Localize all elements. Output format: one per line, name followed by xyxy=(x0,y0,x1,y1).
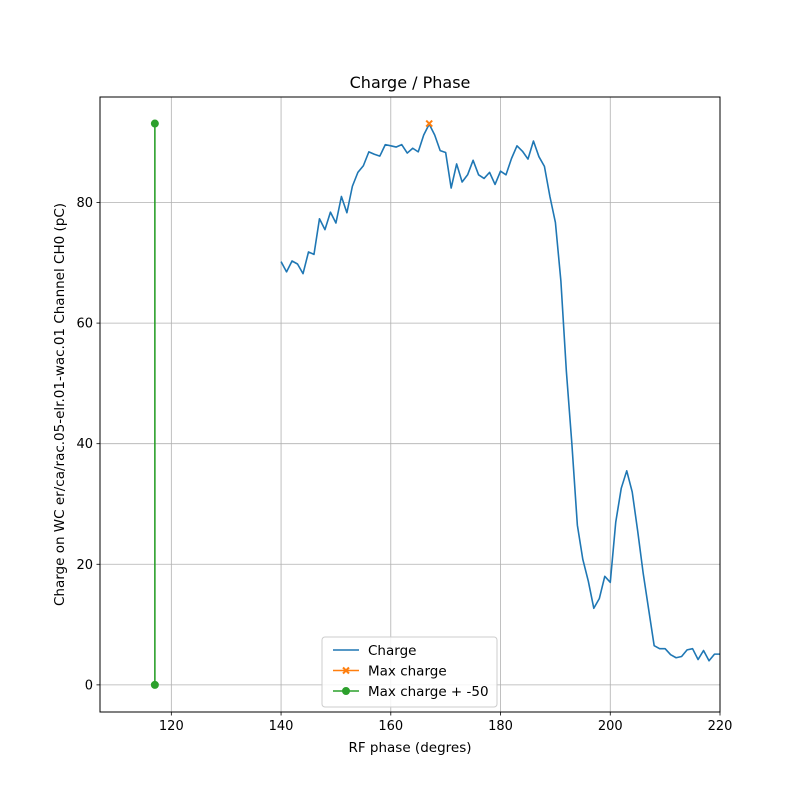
axes-frame xyxy=(99,96,721,713)
legend-box xyxy=(321,636,498,708)
y-tick-label: 60 xyxy=(76,317,93,332)
data-point xyxy=(150,119,159,128)
legend-label: Charge xyxy=(368,643,416,659)
series-1 xyxy=(280,123,720,662)
y-tick-label: 40 xyxy=(76,437,93,452)
x-tick-label: 160 xyxy=(378,719,403,734)
legend-label: Max charge + -50 xyxy=(368,684,489,700)
series-line xyxy=(280,123,720,662)
legend-item: Charge xyxy=(333,643,416,659)
legend-label: Max charge xyxy=(368,664,447,680)
data-point xyxy=(425,119,433,128)
data-point-stroke xyxy=(425,119,433,128)
legend-marker xyxy=(342,666,350,675)
chart-title: Charge / Phase xyxy=(350,73,471,92)
plot-area xyxy=(150,119,720,689)
x-axis-title: RF phase (degres) xyxy=(348,740,471,756)
legend-marker-stroke xyxy=(342,666,350,675)
y-tick-label: 0 xyxy=(85,678,93,693)
x-tick-label: 200 xyxy=(598,719,623,734)
x-tick-label: 120 xyxy=(159,719,184,734)
legend-marker xyxy=(342,687,350,695)
axis-ticks: 120 140 160 180 200 220 0 20 40 60 80 xyxy=(76,196,732,734)
y-axis-title: Charge on WC er/ca/rac.05-elr.01-wac.01 … xyxy=(52,203,68,606)
y-tick-label: 80 xyxy=(76,196,93,211)
legend-item: Max charge + -50 xyxy=(333,684,489,700)
x-tick-label: 220 xyxy=(708,719,733,734)
legend: Charge Max charge Max charge + -50 xyxy=(321,636,498,708)
x-tick-label: 180 xyxy=(488,719,513,734)
y-tick-label: 20 xyxy=(76,558,93,573)
grid xyxy=(100,97,721,712)
series-3 xyxy=(150,119,159,689)
data-point xyxy=(150,680,159,689)
legend-item: Max charge xyxy=(333,664,447,680)
series-2 xyxy=(425,119,433,128)
x-tick-label: 140 xyxy=(269,719,294,734)
